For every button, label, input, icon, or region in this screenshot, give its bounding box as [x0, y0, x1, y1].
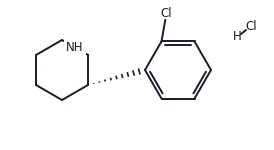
Text: NH: NH	[66, 41, 84, 54]
Text: Cl: Cl	[161, 7, 172, 20]
Text: H: H	[233, 30, 241, 44]
Text: Cl: Cl	[245, 21, 257, 33]
